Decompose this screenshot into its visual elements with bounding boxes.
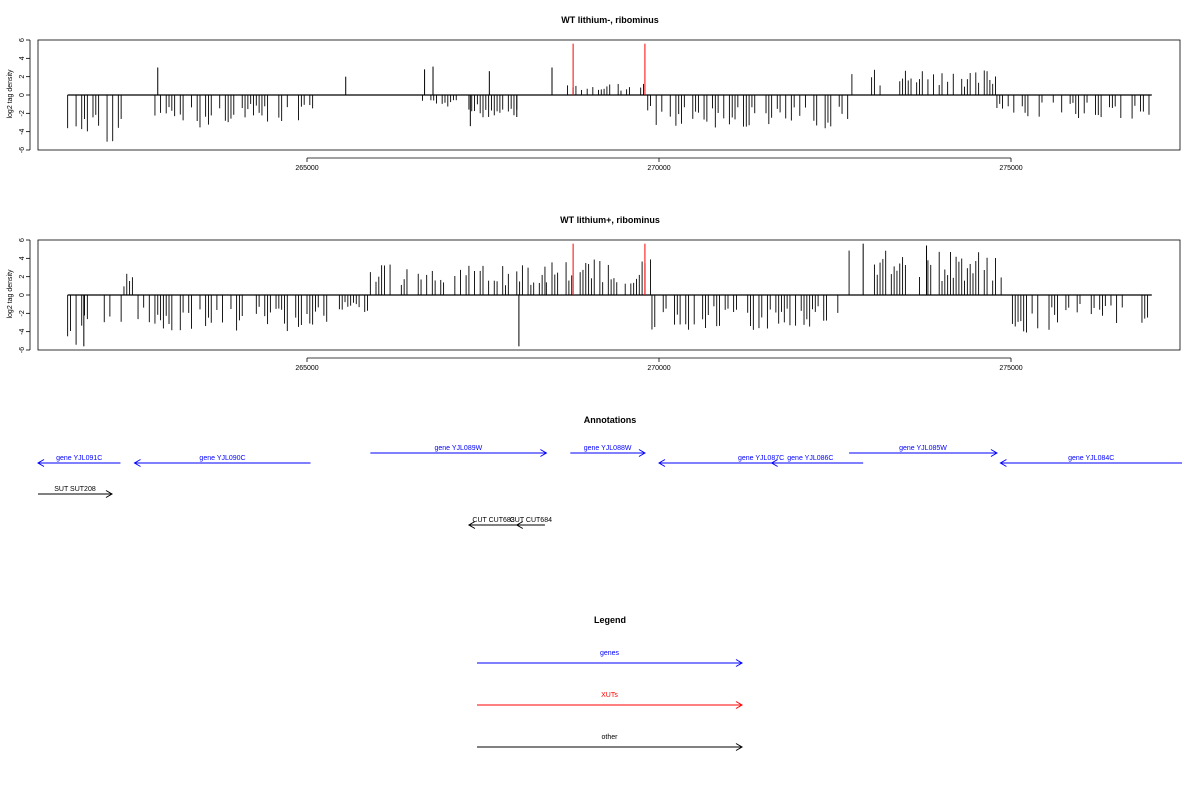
feature-gene-yjl089w: gene YJL089W — [370, 445, 548, 457]
y-tick-label: 2 — [19, 275, 26, 279]
bars-layer — [67, 43, 1152, 142]
panel-title: WT lithium+, ribominus — [560, 215, 660, 225]
legend-item-other: other — [477, 734, 743, 751]
arrow-head — [990, 449, 998, 457]
x-axis: 265000 270000 275000 — [295, 357, 1023, 372]
arrow-head — [37, 459, 45, 467]
y-tick-label: 4 — [19, 256, 26, 260]
y-tick-label: 6 — [19, 38, 26, 42]
y-axis: -6 -4 -2 0 2 4 6 — [19, 238, 31, 353]
legend-label: other — [602, 734, 619, 741]
feature-label: gene YJL089W — [434, 445, 482, 452]
legend-items: genes XUTs other — [477, 650, 743, 751]
features-layer: gene YJL091C gene YJL090C gene YJL089W gene… — [37, 445, 1182, 529]
y-tick-label: 4 — [19, 56, 26, 60]
feature-label: gene YJL090C — [199, 455, 245, 462]
feature-label: CUT CUT684 — [510, 517, 552, 524]
feature-gene-yjl085w: gene YJL085W — [849, 445, 998, 457]
panel-title: WT lithium-, ribominus — [561, 15, 659, 25]
legend-title: Legend — [594, 615, 626, 625]
arrow-head — [658, 459, 666, 467]
arrow-head — [735, 701, 743, 709]
feature-gene-yjl088w: gene YJL088W — [570, 445, 646, 457]
y-tick-label: -4 — [19, 128, 26, 134]
feature-cut-cut683: CUT CUT683 — [467, 517, 519, 529]
arrow-head — [467, 521, 476, 529]
feature-cut-cut684: CUT CUT684 — [510, 517, 552, 529]
y-tick-label: 2 — [19, 75, 26, 79]
y-tick-label: 0 — [19, 293, 26, 297]
y-tick-label: -6 — [19, 147, 26, 153]
feature-label: gene YJL086C — [787, 455, 833, 462]
track-panel-lithium-minus: WT lithium-, ribominus log2 tag density … — [7, 15, 1181, 172]
x-tick-label: 265000 — [295, 165, 318, 172]
arrow-head — [735, 659, 743, 667]
arrow-head — [999, 459, 1007, 467]
y-tick-label: -2 — [19, 110, 26, 116]
y-tick-label: 6 — [19, 238, 26, 242]
x-tick-label: 275000 — [999, 365, 1022, 372]
x-tick-label: 275000 — [999, 165, 1022, 172]
arrow-head — [770, 459, 778, 467]
plot-frame — [37, 39, 1181, 151]
x-axis: 265000 270000 275000 — [295, 157, 1023, 172]
feature-label: SUT SUT208 — [54, 486, 96, 493]
feature-sut-sut208: SUT SUT208 — [38, 486, 113, 498]
feature-label: gene YJL091C — [56, 455, 102, 462]
x-tick-label: 265000 — [295, 365, 318, 372]
feature-label: gene YJL084C — [1068, 455, 1114, 462]
arrow-head — [540, 449, 548, 457]
legend-item-xuts: XUTs — [477, 692, 743, 709]
feature-gene-yjl086c: gene YJL086C — [770, 455, 850, 467]
feature-label: gene YJL087C — [738, 455, 784, 462]
bars-layer — [67, 243, 1152, 347]
arrow-head — [515, 521, 524, 529]
y-tick-label: -2 — [19, 310, 26, 316]
arrow-head — [638, 449, 646, 457]
y-axis-label: log2 tag density — [7, 269, 14, 319]
plot-frame — [37, 239, 1181, 351]
feature-gene-yjl084c: gene YJL084C — [999, 455, 1182, 467]
y-tick-label: 0 — [19, 93, 26, 97]
arrow-head — [105, 490, 113, 498]
y-axis: -6 -4 -2 0 2 4 6 — [19, 38, 31, 153]
feature-label: CUT CUT683 — [472, 517, 514, 524]
x-tick-label: 270000 — [647, 365, 670, 372]
legend-label: XUTs — [601, 692, 618, 699]
arrow-head — [133, 459, 141, 467]
feature-gene-yjl091c: gene YJL091C — [37, 455, 121, 467]
annotations-panel: Annotations gene YJL091C gene YJL090Cgene… — [37, 415, 1182, 529]
legend: Legend genes XUTs other — [477, 615, 743, 751]
feature-label: gene YJL085W — [899, 445, 947, 452]
y-axis-label: log2 tag density — [7, 69, 14, 119]
arrow-head — [735, 743, 743, 751]
x-tick-label: 270000 — [647, 165, 670, 172]
y-tick-label: -4 — [19, 328, 26, 334]
legend-label: genes — [600, 650, 620, 657]
feature-gene-yjl090c: gene YJL090C — [133, 455, 311, 467]
y-tick-label: -6 — [19, 347, 26, 353]
track-panel-lithium-plus: WT lithium+, ribominus log2 tag density … — [7, 215, 1181, 372]
legend-item-genes: genes — [477, 650, 743, 667]
annotations-title: Annotations — [584, 415, 637, 425]
feature-label: gene YJL088W — [584, 445, 632, 452]
